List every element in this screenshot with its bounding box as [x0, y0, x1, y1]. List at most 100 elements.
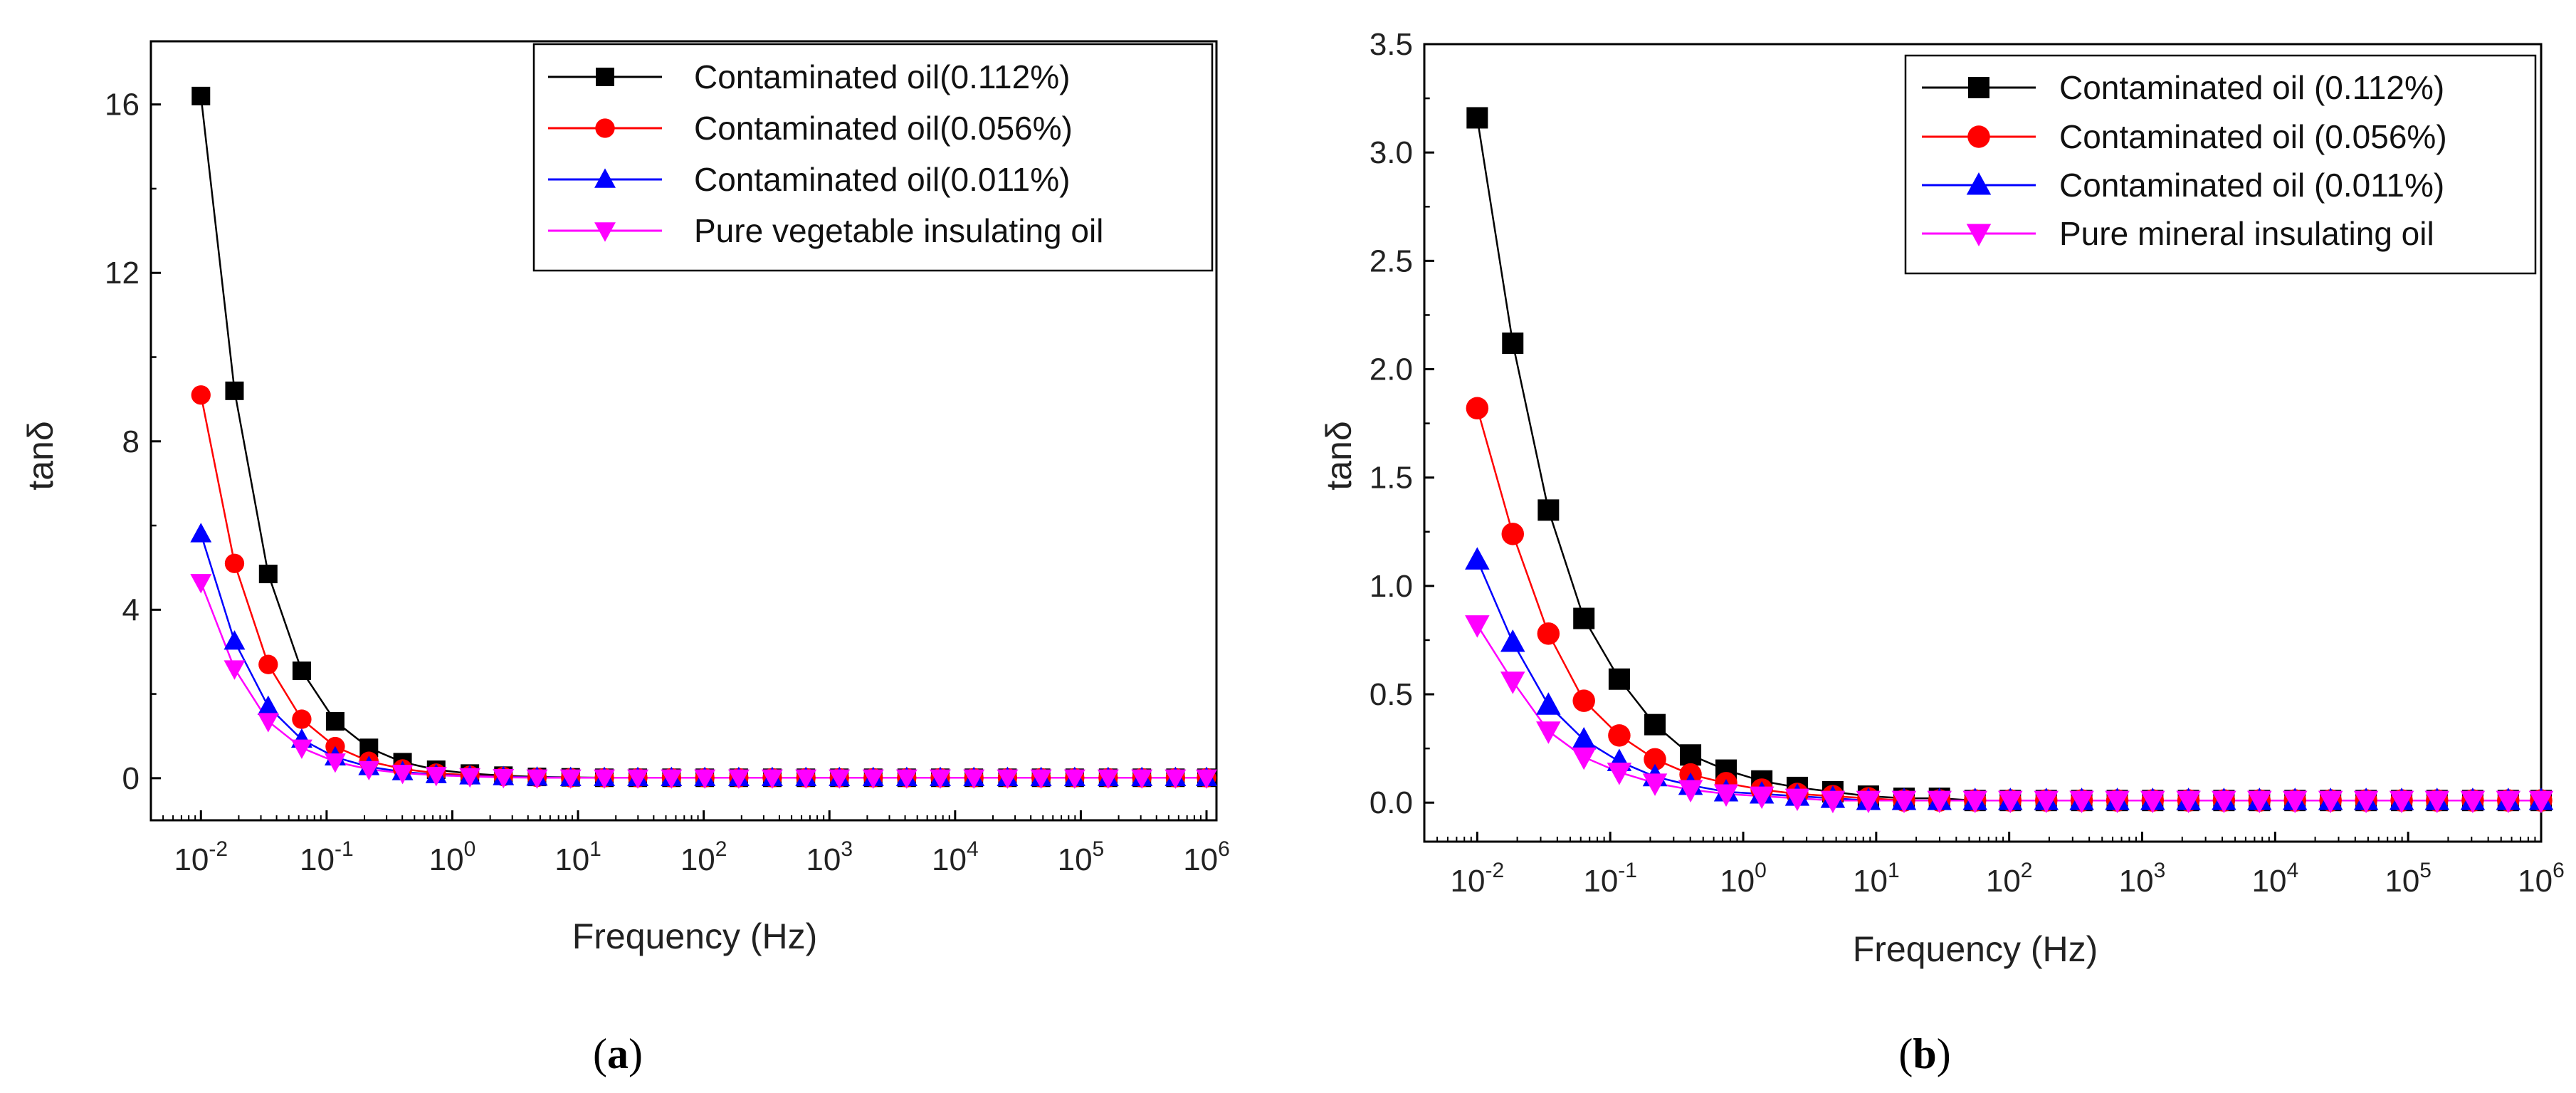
data-point-a-4 — [963, 769, 985, 789]
data-point-a-4 — [425, 767, 447, 787]
data-point-a-4 — [290, 739, 312, 759]
data-point-a-1 — [258, 565, 278, 584]
data-point-b-1 — [1644, 713, 1666, 736]
data-point-b-1 — [1537, 499, 1560, 521]
data-point-b-4 — [2176, 790, 2201, 814]
data-point-a-4 — [727, 769, 750, 789]
data-point-a-1 — [292, 661, 311, 681]
series-line-a-2 — [200, 394, 1206, 779]
data-point-b-4 — [1465, 615, 1490, 638]
data-point-a-4 — [1196, 769, 1217, 789]
y-axis-title-b: tanδ — [1319, 421, 1359, 490]
series-line-a-4 — [200, 582, 1206, 779]
x-tick-label-b: 101 — [1853, 859, 1900, 899]
legend-box-b — [1904, 54, 2537, 275]
data-point-a-3 — [257, 695, 279, 716]
data-point-b-4 — [1607, 763, 1632, 785]
data-point-a-4 — [1131, 769, 1153, 789]
data-point-a-2 — [258, 654, 278, 674]
data-point-a-1 — [225, 381, 244, 400]
chart-panel-a: 0 4 8 12 16 10-2 10-1 100 101 102 103 104 105 106 Fre… — [21, 40, 1230, 1077]
data-point-a-4 — [391, 765, 414, 785]
data-point-a-4 — [1030, 769, 1052, 789]
data-point-b-4 — [1536, 721, 1561, 744]
x-tick-label-b: 103 — [2119, 859, 2166, 899]
x-tick-label-a: 103 — [806, 837, 853, 877]
data-point-b-4 — [2069, 790, 2094, 814]
data-point-b-4 — [2389, 790, 2414, 814]
legend-label-a-4: Pure vegetable insulating oil — [694, 212, 1103, 249]
data-point-b-4 — [2424, 790, 2450, 814]
data-point-b-1 — [1680, 744, 1702, 766]
caption-a-letter: a — [607, 1030, 629, 1077]
y-axis-title-a: tanδ — [21, 421, 61, 490]
x-tick-label-b: 106 — [2518, 859, 2565, 899]
y-tick-label-b: 2.5 — [1370, 244, 1413, 278]
chart-panel-b: 0.0 0.5 1.0 1.5 2.0 2.5 3.0 3.5 10-2 10-1 100 101 10… — [1319, 27, 2565, 1077]
data-point-a-4 — [594, 769, 616, 789]
data-point-a-4 — [324, 753, 346, 773]
data-point-b-4 — [2105, 790, 2130, 814]
legend-marker-a-4 — [594, 222, 616, 242]
x-tick-label-a: 102 — [680, 837, 727, 877]
data-point-a-4 — [1097, 769, 1119, 789]
legend-marker-b-1 — [1968, 77, 1989, 98]
data-point-a-4 — [559, 769, 582, 789]
x-tick-label-a: 105 — [1058, 837, 1105, 877]
x-tick-label-b: 102 — [1986, 859, 2033, 899]
y-tick-label-a: 12 — [105, 256, 140, 291]
legend-label-b-4: Pure mineral insulating oil — [2059, 215, 2434, 252]
data-point-a-2 — [224, 553, 245, 573]
data-point-a-4 — [224, 660, 246, 680]
y-tick-label-b: 0.0 — [1370, 785, 1413, 820]
series-line-b-3 — [1476, 559, 2541, 802]
data-point-a-3 — [224, 630, 246, 650]
x-tick-label-a: 100 — [429, 837, 476, 877]
data-point-b-4 — [1998, 790, 2023, 814]
x-tick-label-b: 105 — [2385, 859, 2432, 899]
data-point-b-4 — [1856, 790, 1881, 814]
data-point-a-4 — [1063, 769, 1085, 789]
data-point-a-4 — [930, 769, 951, 789]
data-point-a-4 — [862, 769, 884, 789]
data-point-a-4 — [627, 769, 649, 789]
plot-frame-b — [1423, 43, 2543, 843]
data-point-b-4 — [1891, 790, 1917, 814]
data-point-b-2 — [1466, 397, 1489, 420]
legend-marker-b-2 — [1967, 125, 1990, 148]
tick-group-b: 0.0 0.5 1.0 1.5 2.0 2.5 3.0 3.5 10-2 10-1 100 101 10… — [1370, 27, 2565, 899]
x-tick-label-a: 106 — [1183, 837, 1230, 877]
data-point-b-4 — [1749, 786, 1775, 810]
data-point-b-4 — [2528, 790, 2554, 814]
series-line-b-4 — [1476, 624, 2541, 802]
legend-label-b-1: Contaminated oil (0.112%) — [2059, 69, 2444, 106]
data-point-b-4 — [2140, 790, 2165, 814]
y-tick-label-a: 8 — [122, 424, 140, 459]
data-point-b-1 — [1573, 607, 1595, 629]
x-axis-title-b: Frequency (Hz) — [1853, 929, 2098, 969]
data-point-b-4 — [2318, 790, 2343, 814]
data-point-a-4 — [257, 713, 279, 733]
data-point-a-4 — [526, 769, 548, 789]
data-point-b-4 — [2247, 790, 2272, 814]
data-point-b-3 — [1536, 692, 1561, 715]
legend-b: Contaminated oil (0.112%) Contaminated oi… — [1904, 54, 2537, 275]
caption-a: (a) — [593, 1030, 643, 1077]
data-point-b-4 — [2353, 790, 2379, 814]
x-tick-label-a: 10-2 — [174, 837, 228, 877]
data-point-b-4 — [1927, 790, 1952, 814]
series-markers-b — [1465, 107, 2554, 814]
tick-group-a: 0 4 8 12 16 10-2 10-1 100 101 102 103 104 105 106 — [105, 88, 1230, 877]
x-tick-label-b: 10-2 — [1451, 859, 1505, 899]
data-point-b-4 — [1713, 784, 1739, 807]
data-point-b-3 — [1571, 726, 1597, 750]
data-point-b-2 — [1501, 523, 1525, 545]
data-point-b-4 — [2034, 790, 2059, 814]
data-point-a-1 — [325, 712, 345, 731]
data-point-a-4 — [795, 769, 817, 789]
x-tick-label-b: 104 — [2252, 859, 2299, 899]
data-point-a-4 — [895, 769, 918, 789]
y-tick-label-a: 16 — [105, 88, 140, 122]
data-point-b-2 — [1537, 622, 1560, 645]
y-tick-label-b: 1.5 — [1370, 461, 1413, 496]
